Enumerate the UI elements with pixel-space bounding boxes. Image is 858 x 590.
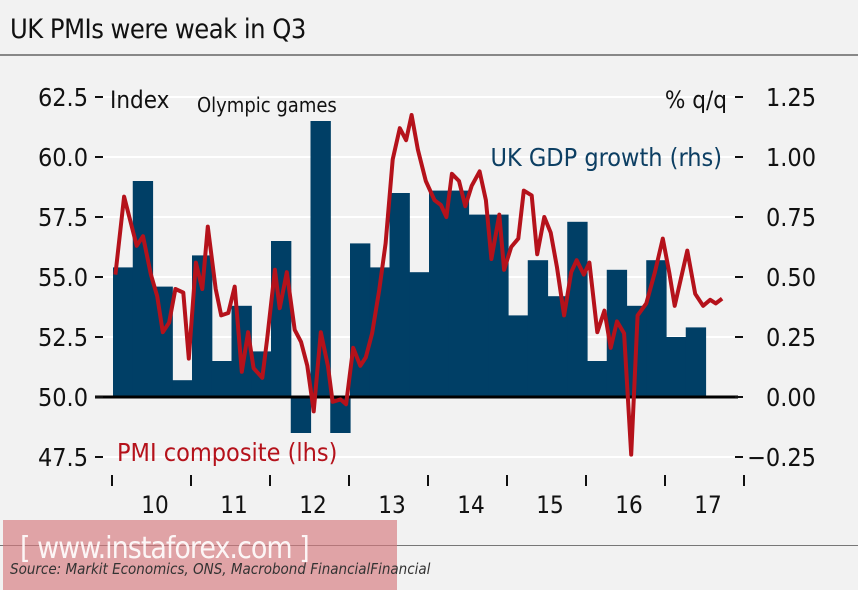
gdp-bar-2011Q1 [192,255,213,397]
gdp-bar-2017Q2 [685,327,707,397]
x-tick-label: 10 [141,491,168,519]
left-tick-label: 57.5 [38,203,88,232]
left-tick-label: 60.0 [38,143,88,172]
chart-title: UK PMIs were weak in Q3 [10,14,306,45]
gdp-bar-2010Q2 [132,181,154,397]
legend-pmi: PMI composite (lhs) [117,438,337,467]
gdp-bar-2010Q3 [152,286,173,397]
right-tick-label: 1.00 [766,143,816,172]
right-axis-label: % q/q [665,86,727,114]
gdp-bar-2015Q4 [567,221,588,397]
gdp-bar-2014Q1 [429,190,450,397]
left-tick-label: 50.0 [38,383,88,412]
x-tick-label: 12 [299,491,326,519]
gdp-bar-2015Q1 [508,315,529,397]
left-tick-label: 52.5 [38,323,88,352]
source-divider [0,545,858,546]
gdp-bar-2012Q2 [290,397,312,433]
gdp-bar-2016Q4 [646,260,667,397]
gdp-bar-2013Q1 [350,243,371,397]
x-tick-label: 16 [615,491,642,519]
gdp-bar-2015Q2 [527,260,549,397]
title-divider [0,54,858,56]
gdp-bar-2014Q2 [448,190,470,397]
gdp-bar-2010Q4 [172,380,193,397]
pmi-line [113,113,724,457]
gdp-bar-2015Q3 [547,296,568,397]
gdp-bar-2012Q1 [271,241,292,397]
gdp-bar-2016Q2 [606,269,628,397]
gdp-bar-2014Q3 [468,214,489,397]
x-tick-label: 14 [457,491,484,519]
x-tick-label: 11 [220,491,247,519]
gdp-bar-2013Q4 [409,272,430,397]
gdp-bar-2016Q1 [587,361,608,397]
gdp-bar-2012Q3 [310,121,331,397]
right-tick-label: 1.25 [766,83,816,112]
olympic-games-annotation: Olympic games [197,93,337,117]
left-tick-label: 47.5 [38,443,88,472]
right-tick-label: −0.25 [747,443,816,472]
gdp-bar-2010Q1 [113,267,134,397]
source-note: Source: Markit Economics, ONS, Macrobond… [10,560,431,578]
watermark-text: [ www.instaforex.com ] [20,531,310,566]
watermark-box [3,520,397,590]
gdp-bar-2011Q2 [211,361,233,397]
x-tick-label: 13 [378,491,405,519]
right-tick-label: 0.25 [766,323,816,352]
right-tick-label: 0.75 [766,203,816,232]
left-tick-label: 55.0 [38,263,88,292]
right-tick-label: 0.50 [766,263,816,292]
left-axis-label: Index [110,86,170,114]
legend-gdp: UK GDP growth (rhs) [491,143,722,172]
gdp-bar-2013Q3 [389,193,410,397]
x-tick-label: 15 [536,491,563,519]
gdp-bar-2017Q1 [666,337,687,397]
left-tick-label: 62.5 [38,83,88,112]
gdp-bar-2013Q2 [369,267,391,397]
x-tick-label: 17 [694,491,721,519]
right-tick-label: 0.00 [766,383,816,412]
